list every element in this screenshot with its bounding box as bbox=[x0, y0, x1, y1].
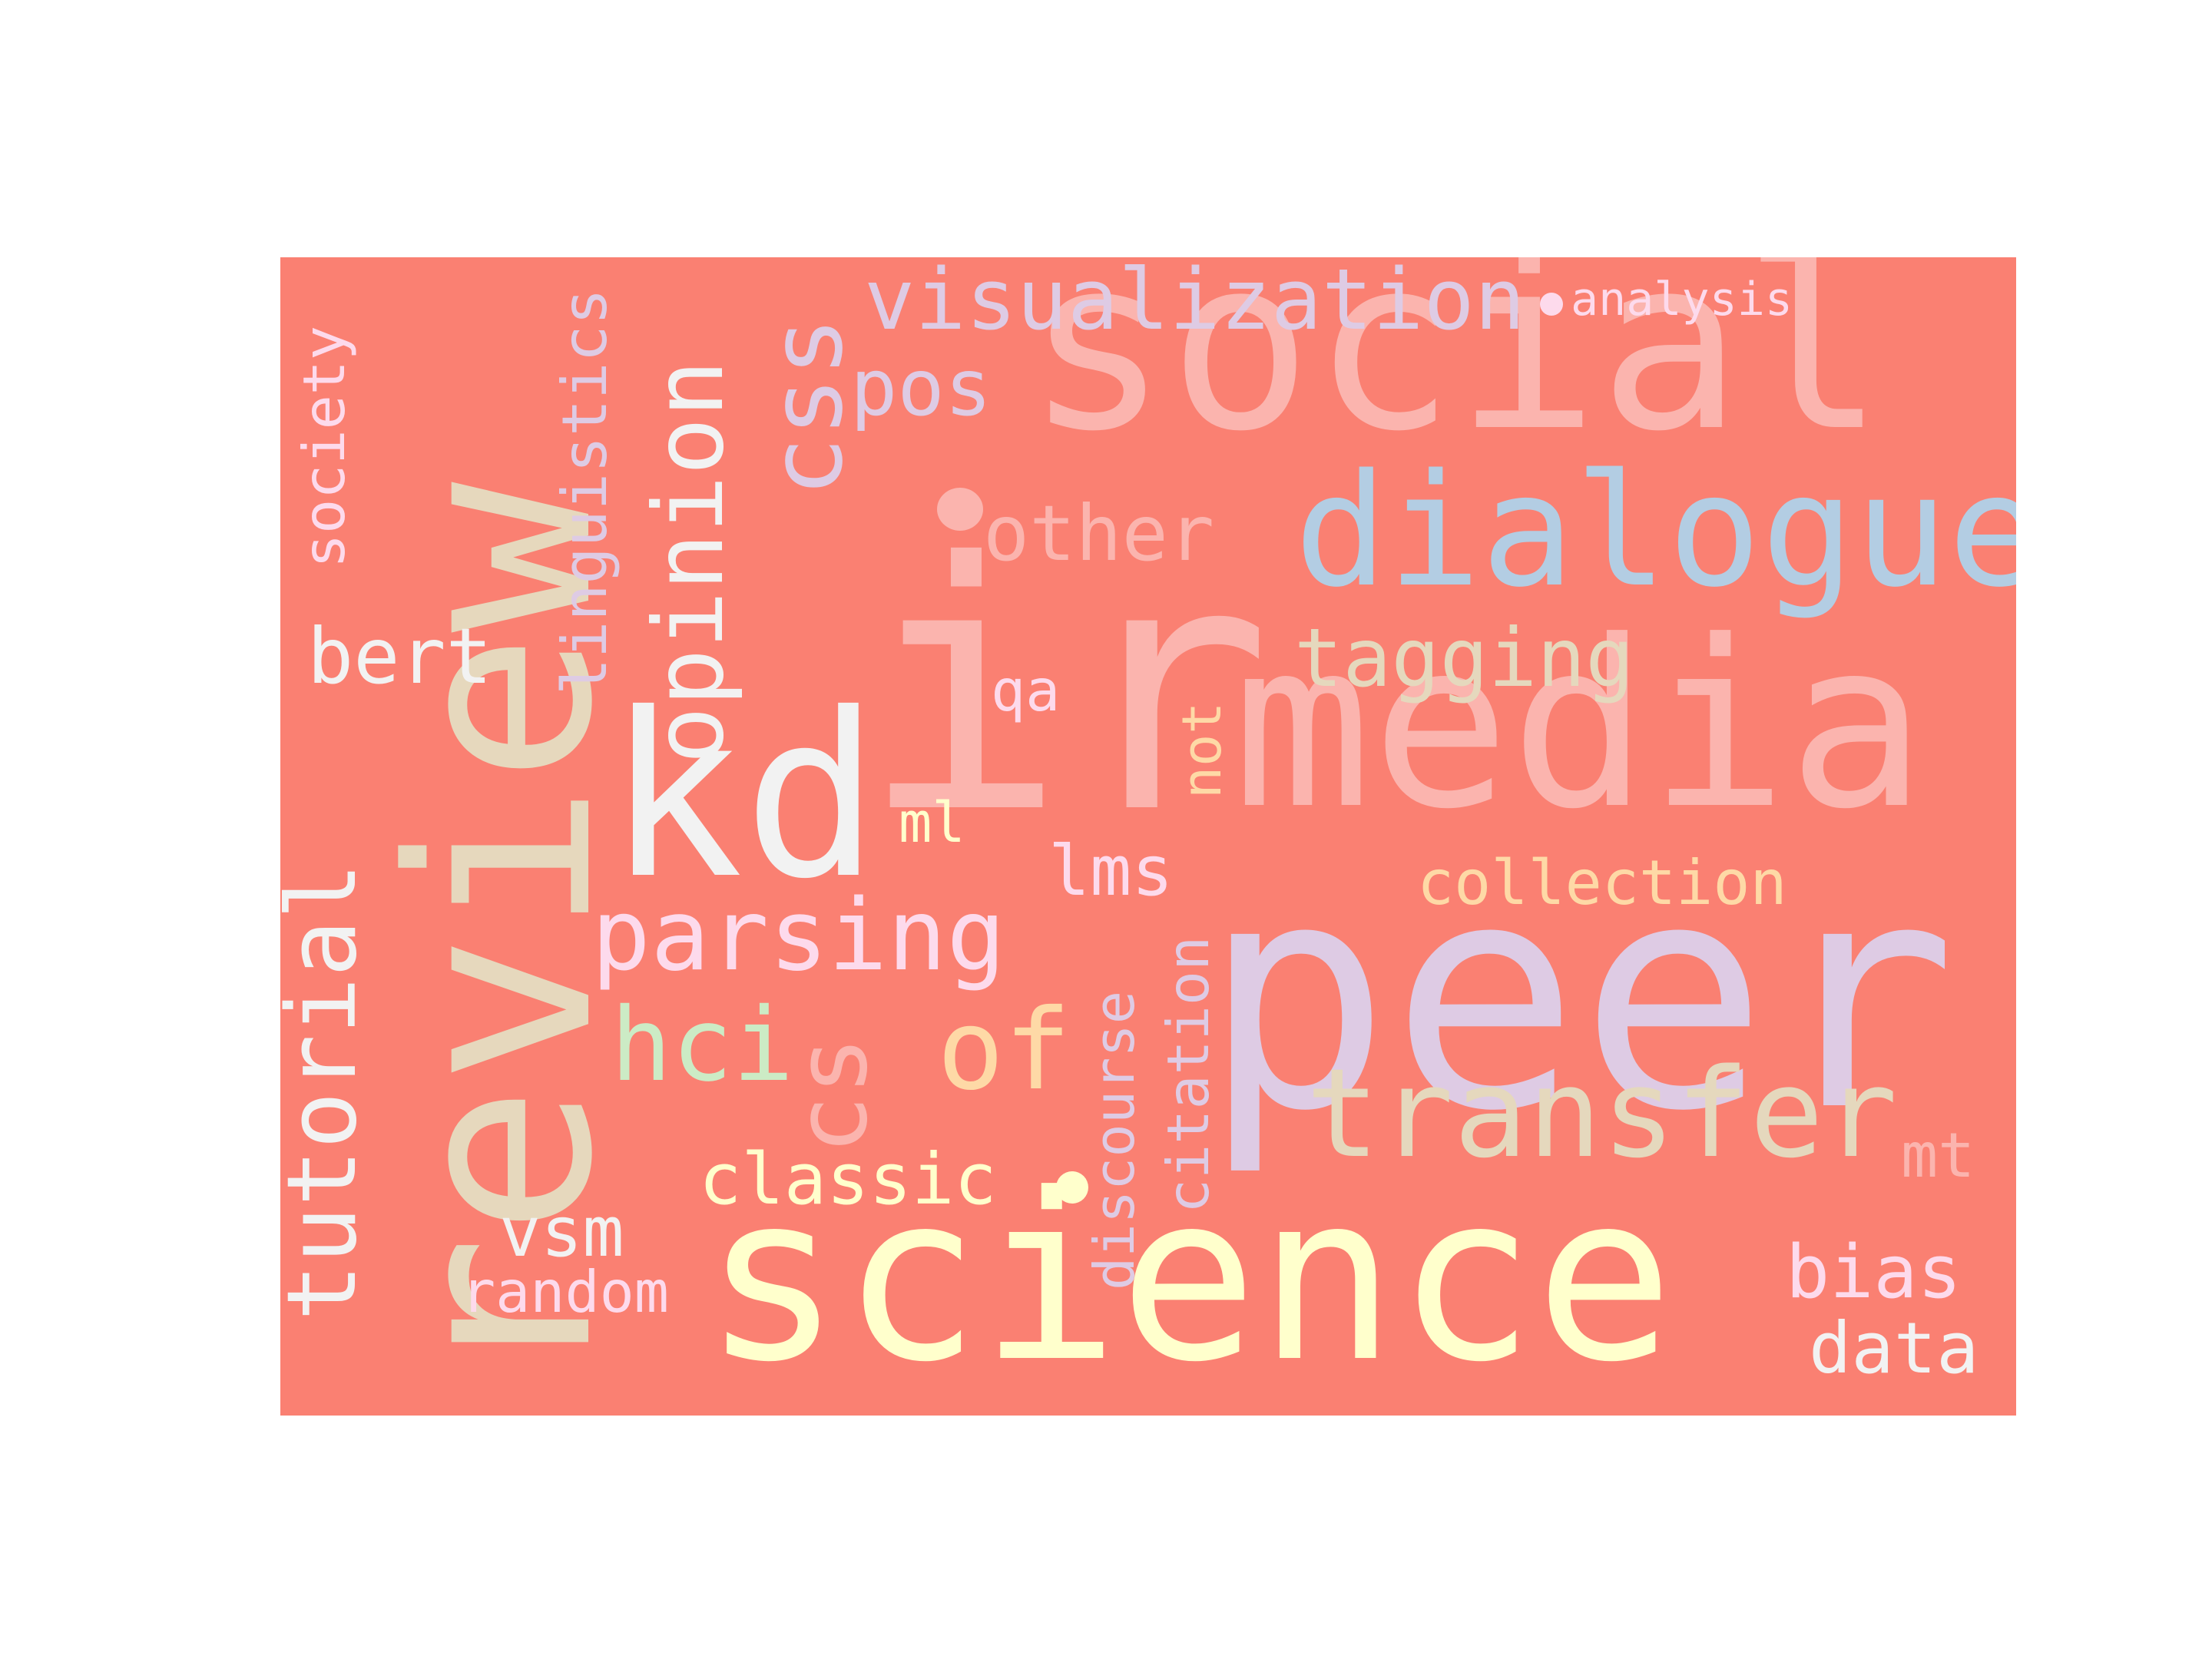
word-citation: citation bbox=[1154, 935, 1222, 1214]
word-mt: mt bbox=[1901, 1120, 1975, 1191]
word-random: random bbox=[461, 1258, 669, 1326]
word-data: data bbox=[1809, 1307, 1979, 1389]
word-pos: pos bbox=[850, 343, 992, 434]
word-analysis: analysis bbox=[1571, 273, 1793, 326]
word-social: social bbox=[1025, 257, 1886, 484]
word-lms: lms bbox=[1048, 831, 1174, 912]
word-qa: qa bbox=[991, 657, 1061, 724]
word-classic: classic bbox=[699, 1138, 997, 1220]
word-not: not bbox=[1171, 701, 1233, 799]
word-cs: cs bbox=[775, 1035, 889, 1154]
word-peer: peer bbox=[1202, 815, 1957, 1180]
word-dialogue: dialogue bbox=[1294, 440, 2016, 621]
word-vsm: vsm bbox=[499, 1192, 624, 1273]
word-society: society bbox=[290, 325, 358, 568]
speckle-dot bbox=[1056, 1171, 1088, 1204]
word-tagging: tagging bbox=[1294, 611, 1634, 705]
word-bias: bias bbox=[1786, 1230, 1962, 1315]
word-kd: kd bbox=[607, 664, 880, 929]
word-cloud: review ir peer science social media dial… bbox=[280, 257, 2016, 1416]
word-css: css bbox=[748, 316, 865, 497]
word-science: science bbox=[703, 1144, 1674, 1412]
word-discourse: discourse bbox=[1082, 990, 1147, 1290]
word-other: other bbox=[983, 488, 1215, 578]
word-bert: bert bbox=[307, 611, 492, 701]
word-collection: collection bbox=[1417, 847, 1787, 919]
speckle-dot bbox=[937, 488, 983, 531]
word-parsing: parsing bbox=[591, 879, 1006, 993]
word-visualization: visualization bbox=[864, 257, 1525, 349]
word-opinion: opinion bbox=[634, 359, 745, 764]
word-media: media bbox=[1233, 591, 1927, 859]
word-of: of bbox=[937, 985, 1071, 1115]
word-ir: ir bbox=[860, 490, 1272, 888]
word-ml: ml bbox=[899, 790, 965, 855]
word-linguistics: linguistics bbox=[549, 288, 621, 695]
word-hci: hci bbox=[611, 986, 794, 1104]
speckle-dot bbox=[1540, 293, 1563, 316]
word-tutorial: tutorial bbox=[280, 862, 378, 1321]
word-transfer: transfer bbox=[1306, 1041, 1898, 1185]
